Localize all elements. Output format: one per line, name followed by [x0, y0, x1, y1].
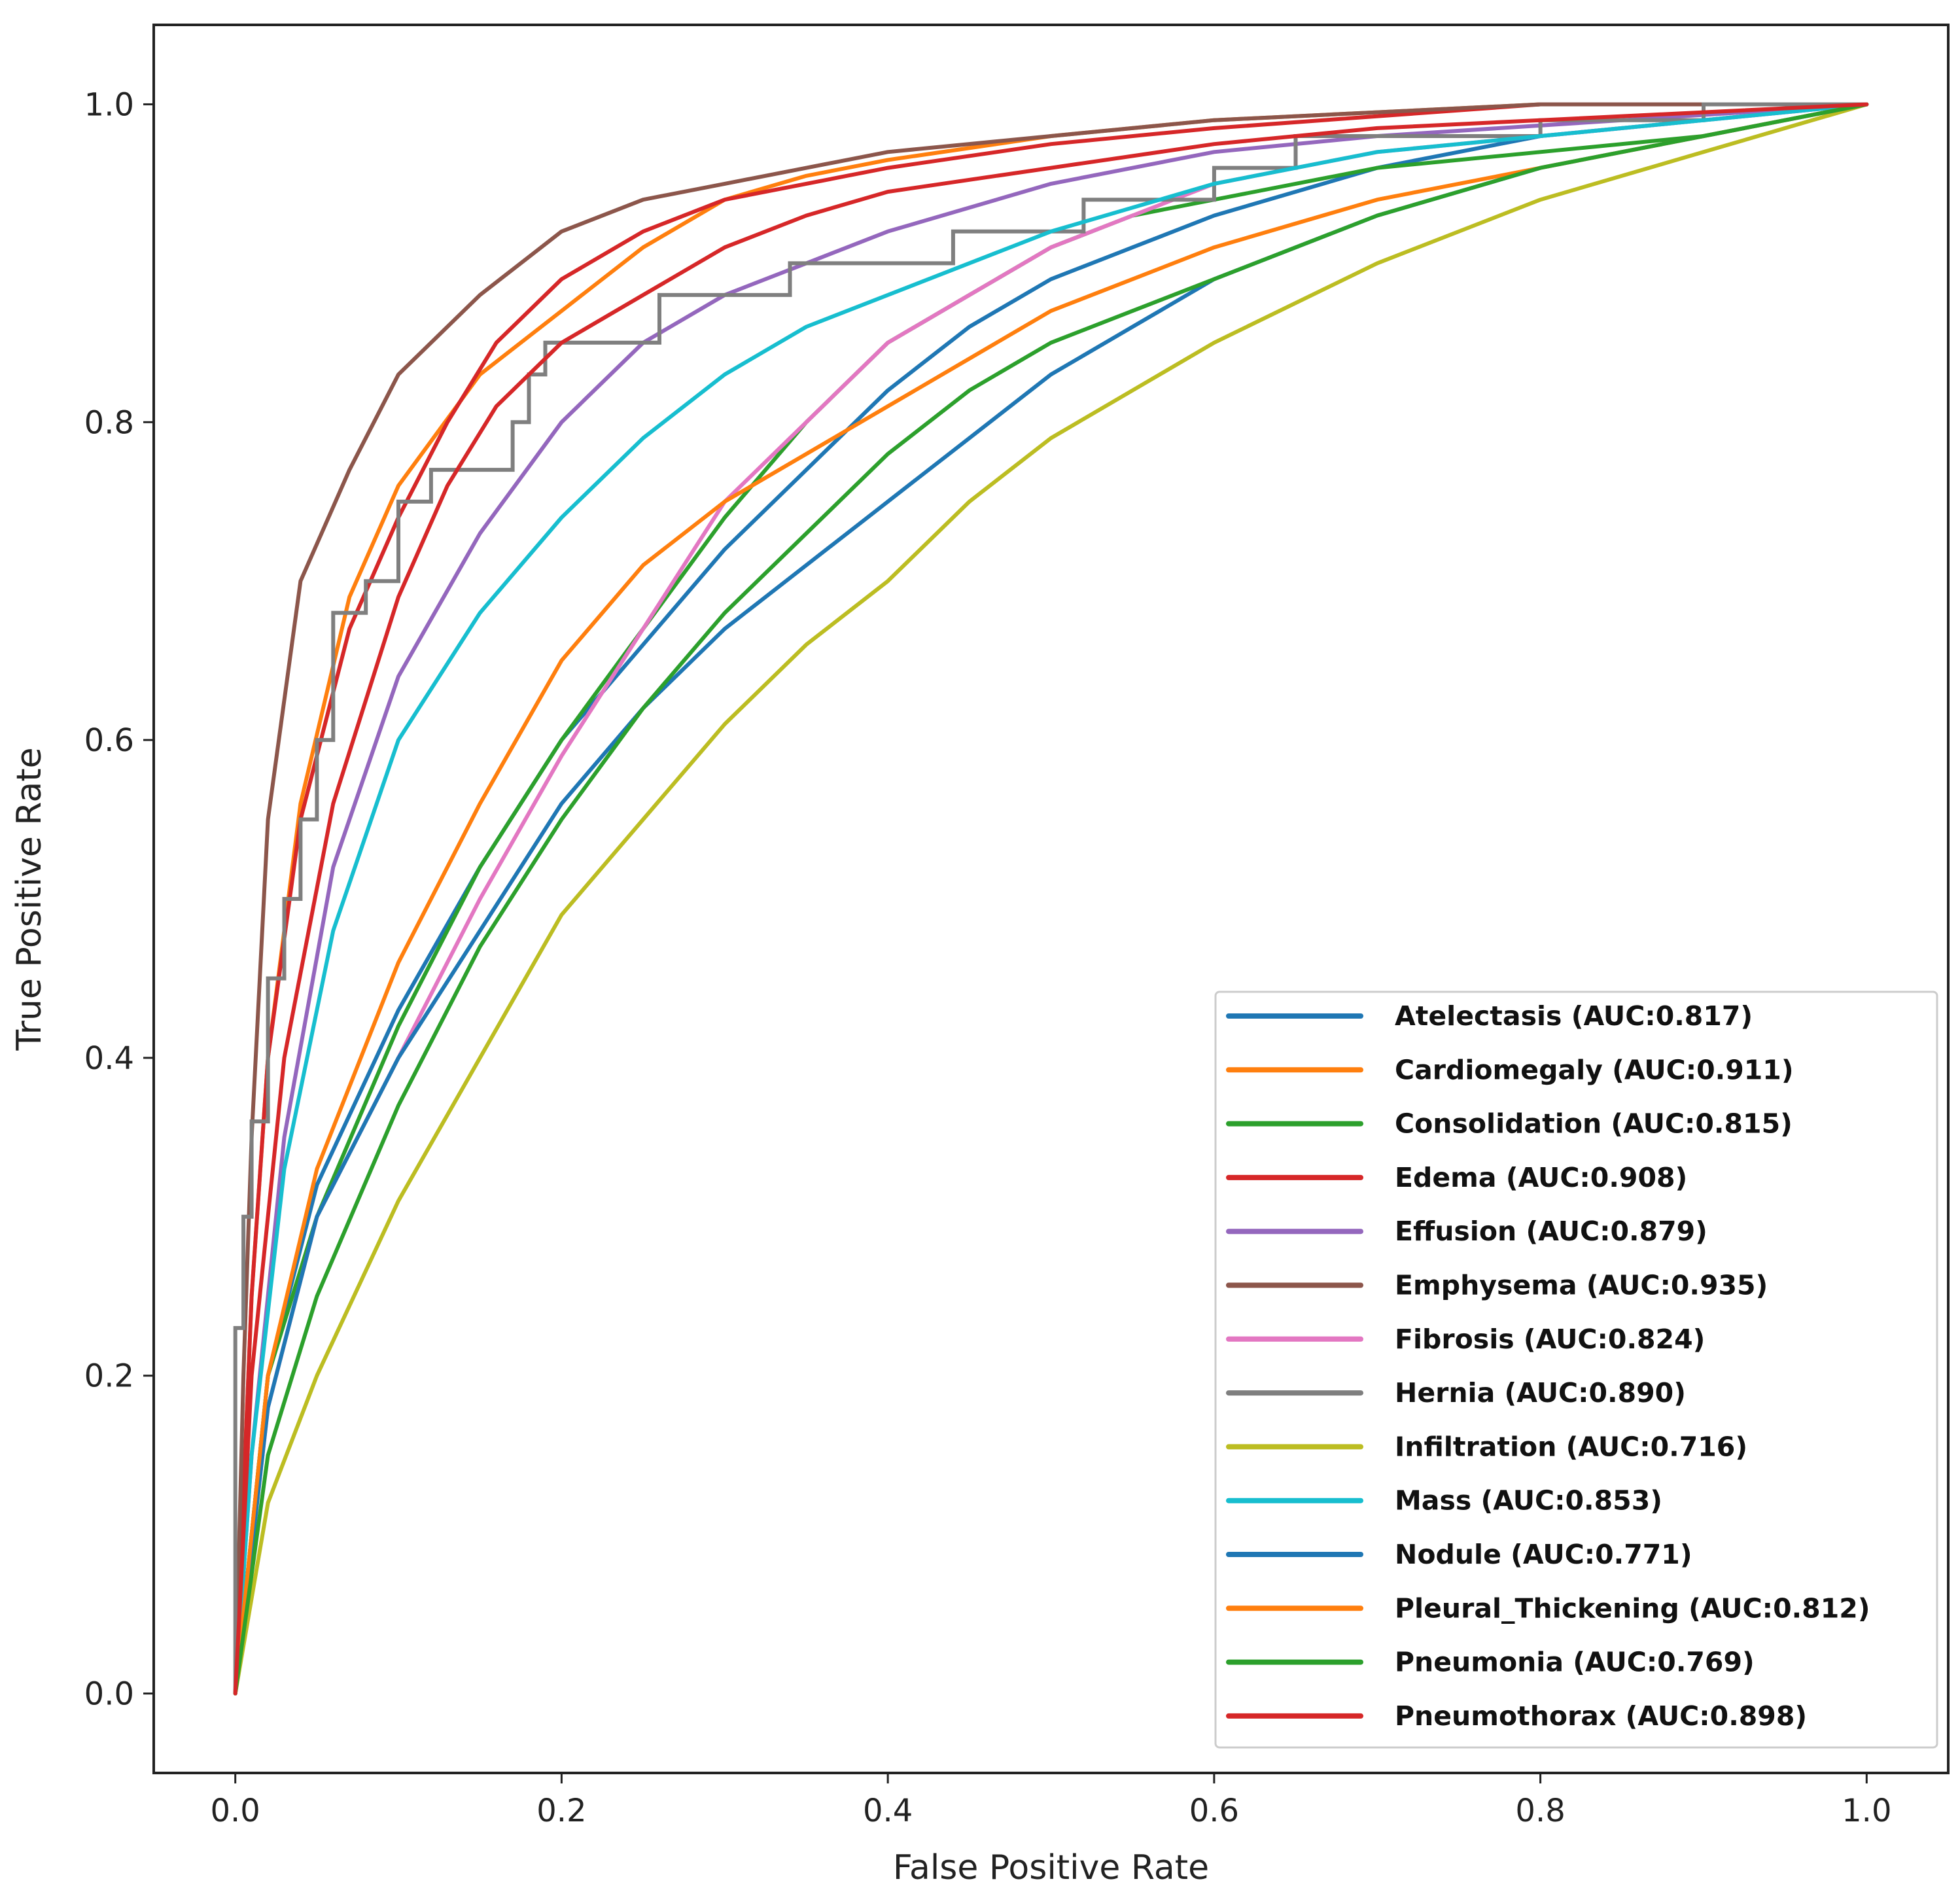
x-tick-label: 0.0 — [211, 1793, 260, 1829]
legend-entry-label: Pneumonia (AUC:0.769) — [1395, 1647, 1755, 1678]
x-tick-label: 1.0 — [1842, 1793, 1891, 1829]
roc-line-emphysema — [233, 102, 1869, 1696]
legend-entry-label: Emphysema (AUC:0.935) — [1395, 1270, 1768, 1301]
y-tick-label: 0.0 — [84, 1676, 134, 1713]
legend-entry-label: Pleural_Thickening (AUC:0.812) — [1395, 1592, 1870, 1624]
x-tick-label: 0.4 — [863, 1793, 913, 1829]
y-axis-label: True Positive Rate — [10, 747, 49, 1051]
legend-entry-label: Nodule (AUC:0.771) — [1395, 1539, 1692, 1570]
plot-frame — [152, 24, 1950, 1774]
roc-line-pneumothorax — [233, 102, 1869, 1696]
legend-entry-label: Consolidation (AUC:0.815) — [1395, 1108, 1793, 1140]
y-tick-label: 1.0 — [84, 86, 134, 123]
x-axis-label: False Positive Rate — [893, 1848, 1209, 1887]
legend-entry-label: Infiltration (AUC:0.716) — [1395, 1431, 1747, 1462]
roc-line-hernia — [233, 102, 1869, 1696]
legend-entry-label: Edema (AUC:0.908) — [1395, 1162, 1687, 1193]
x-axis-ticks: 0.0 0.2 0.4 0.6 0.8 1.0 — [211, 1773, 1891, 1829]
legend-entry-label: Hernia (AUC:0.890) — [1395, 1377, 1686, 1409]
legend-entry-label: Fibrosis (AUC:0.824) — [1395, 1324, 1705, 1355]
x-tick-label: 0.6 — [1189, 1793, 1239, 1829]
y-tick-label: 0.6 — [84, 722, 134, 759]
legend-entry-label: Effusion (AUC:0.879) — [1395, 1216, 1707, 1247]
y-axis-ticks: 0.0 0.2 0.4 0.6 0.8 1.0 — [84, 86, 154, 1713]
roc-line-mass — [233, 102, 1869, 1696]
roc-line-infiltration — [233, 102, 1869, 1696]
roc-line-pleural-thickening — [233, 102, 1869, 1696]
roc-line-pneumonia — [233, 102, 1869, 1696]
legend-entry-label: Pneumothorax (AUC:0.898) — [1395, 1700, 1807, 1732]
legend-entry-label: Mass (AUC:0.853) — [1395, 1485, 1662, 1517]
plot-lines — [233, 102, 1869, 1696]
x-tick-label: 0.8 — [1515, 1793, 1565, 1829]
y-tick-label: 0.8 — [84, 404, 134, 441]
y-tick-label: 0.2 — [84, 1358, 134, 1395]
legend-box — [1214, 991, 1938, 1749]
x-tick-label: 0.2 — [536, 1793, 586, 1829]
legend: Atelectasis (AUC:0.817) Cardiomegaly (AUC… — [1214, 991, 1938, 1749]
y-tick-label: 0.4 — [84, 1040, 134, 1077]
legend-entry-label: Atelectasis (AUC:0.817) — [1395, 1000, 1753, 1032]
legend-entry-label: Cardiomegaly (AUC:0.911) — [1395, 1054, 1794, 1085]
